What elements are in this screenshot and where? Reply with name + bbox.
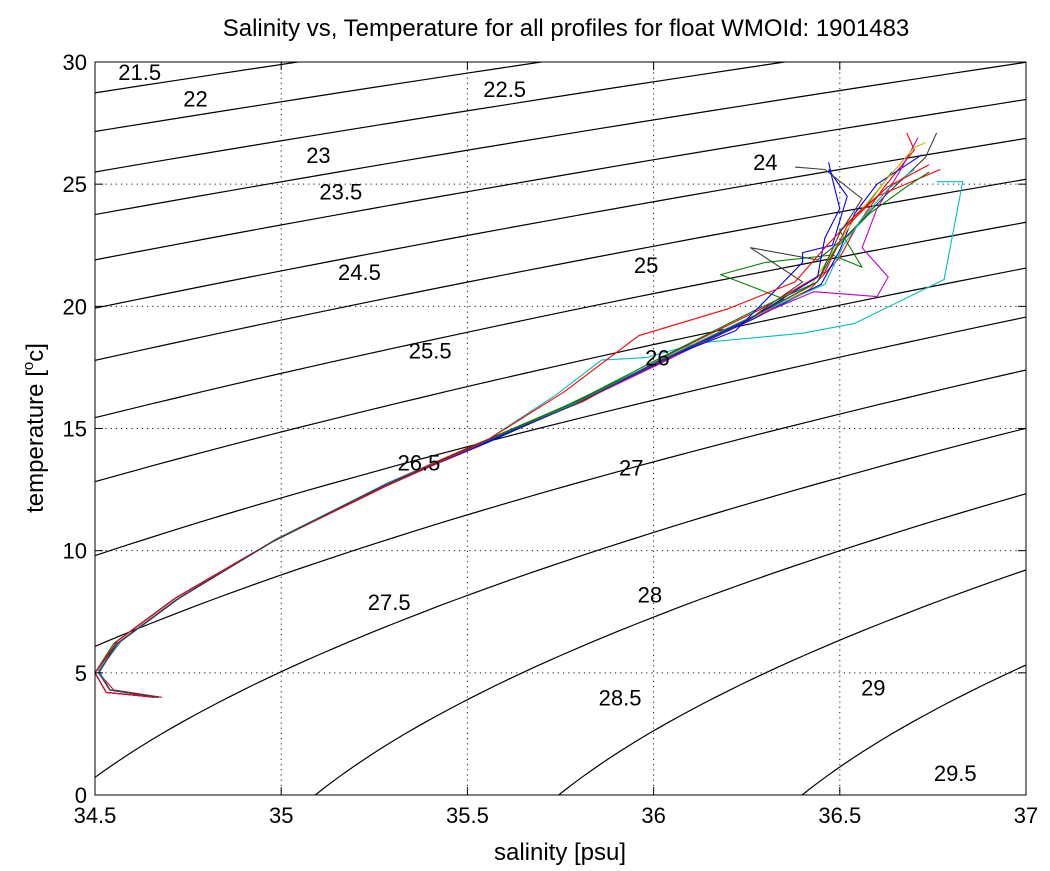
y-tick-label: 10 xyxy=(63,539,87,564)
density-contour-28 xyxy=(314,493,1026,795)
profile-line-13 xyxy=(95,164,930,698)
y-tick-label: 20 xyxy=(63,294,87,319)
contour-label: 24 xyxy=(753,150,777,175)
grid xyxy=(95,62,1026,795)
x-tick-label: 35.5 xyxy=(446,803,489,828)
contour-label: 29 xyxy=(861,675,885,700)
profile-line-6 xyxy=(98,142,926,698)
x-tick-label: 36.5 xyxy=(818,803,861,828)
y-axis-label-main: temperature [ xyxy=(22,370,49,513)
x-tick-label: 35 xyxy=(269,803,293,828)
contour-label: 27 xyxy=(619,456,643,481)
density-contour-26 xyxy=(95,267,1026,483)
contour-label: 28.5 xyxy=(599,685,642,710)
contour-labels: 21.5 22 22.5 23 23.5 24 24.5 25 25.5 26 26.5 27 27.5… xyxy=(118,60,976,786)
x-tick-label: 37 xyxy=(1014,803,1038,828)
y-axis-label: temperature [oc] xyxy=(20,343,49,513)
contour-label: 25 xyxy=(634,253,658,278)
density-contour-24 xyxy=(95,98,1026,261)
density-contour-26-5 xyxy=(95,316,1026,557)
profile-line-12 xyxy=(98,169,848,698)
x-tick-label: 34.5 xyxy=(74,803,117,828)
density-contour-27 xyxy=(95,369,1026,648)
contour-label: 29.5 xyxy=(934,761,977,786)
profile-line-14 xyxy=(98,166,863,698)
y-axis-label-end: c] xyxy=(22,343,49,362)
profile-line-1 xyxy=(98,132,915,698)
profile-line-3 xyxy=(95,171,893,698)
y-tick-label: 25 xyxy=(63,172,87,197)
contour-label: 22.5 xyxy=(483,77,526,102)
profiles xyxy=(95,132,964,698)
contour-label: 25.5 xyxy=(409,338,452,363)
contour-label: 22 xyxy=(183,87,207,112)
profile-line-9 xyxy=(95,162,841,698)
contour-label: 26.5 xyxy=(398,451,441,476)
y-tick-label: 15 xyxy=(63,417,87,442)
contour-label: 26 xyxy=(645,346,669,371)
y-tick-label: 0 xyxy=(75,783,87,808)
contour-label: 23.5 xyxy=(319,179,362,204)
y-axis-label-degree: o xyxy=(20,362,37,370)
density-contour-23 xyxy=(95,62,789,173)
contour-label: 24.5 xyxy=(338,260,381,285)
contour-label: 27.5 xyxy=(368,590,411,615)
y-axis-ticks: 0 5 10 15 20 25 30 xyxy=(63,50,1026,808)
density-contour-29 xyxy=(801,664,1026,795)
y-tick-label: 30 xyxy=(63,50,87,75)
density-contour-28-5 xyxy=(557,569,1026,795)
profile-line-5 xyxy=(98,137,919,698)
x-tick-label: 36 xyxy=(641,803,665,828)
contour-label: 21.5 xyxy=(118,60,161,85)
density-contour-23-5 xyxy=(95,62,1026,216)
contour-label: 28 xyxy=(638,583,662,608)
density-contour-24-5 xyxy=(95,137,1026,309)
x-axis-ticks: 34.5 35 35.5 36 36.5 37 xyxy=(74,62,1038,828)
chart-title: Salinity vs, Temperature for all profile… xyxy=(223,15,910,42)
y-tick-label: 5 xyxy=(75,661,87,686)
contour-label: 23 xyxy=(306,143,330,168)
x-axis-label: salinity [psu] xyxy=(494,839,626,866)
